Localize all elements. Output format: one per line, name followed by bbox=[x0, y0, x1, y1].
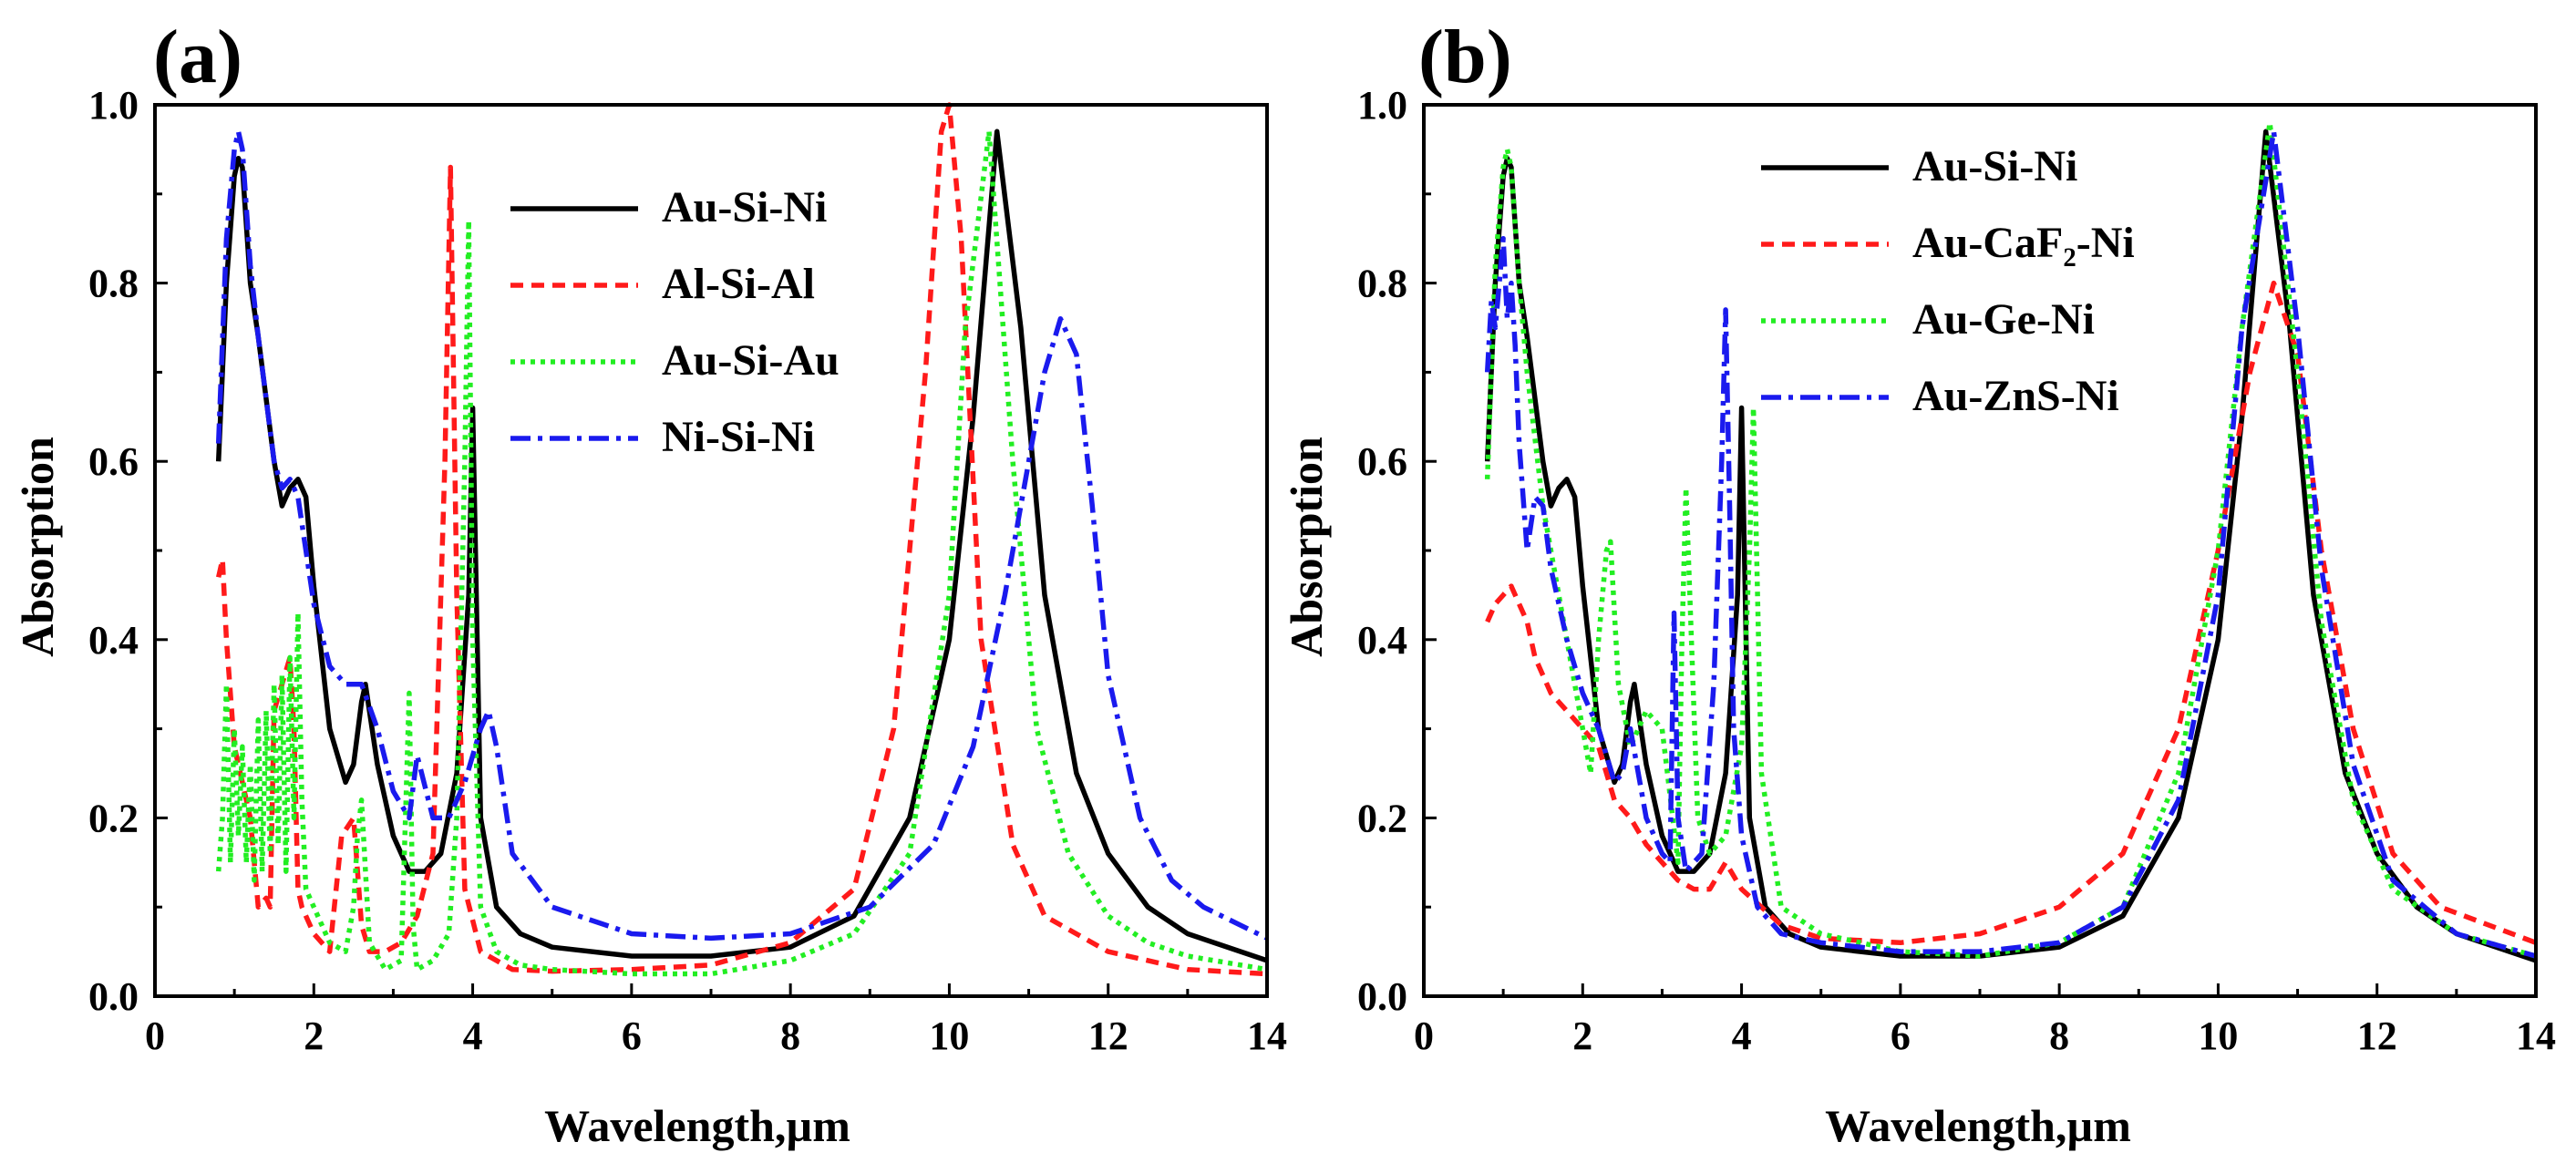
legend-label: Au-ZnS-Ni bbox=[1912, 372, 2119, 420]
x-tick-label: 8 bbox=[780, 1014, 800, 1058]
x-tick-label: 6 bbox=[1891, 1014, 1911, 1058]
x-tick-label: 14 bbox=[1247, 1014, 1287, 1058]
y-tick-label: 0.8 bbox=[88, 262, 139, 306]
y-tick-label: 0.4 bbox=[88, 618, 139, 663]
legend-label: Au-Ge-Ni bbox=[1912, 295, 2095, 344]
x-tick-label: 10 bbox=[2198, 1014, 2238, 1058]
panel-a: (a) Absorption Wavelength,µm 0 2 4 6 8 10 12 14… bbox=[12, 15, 1287, 1151]
panel-b-plot bbox=[1484, 119, 2537, 963]
y-tick-label: 0.6 bbox=[88, 439, 139, 484]
legend-label: Au-Si-Au bbox=[662, 336, 840, 385]
x-tick-label: 6 bbox=[622, 1014, 642, 1058]
panel-b-ylabel: Absorption bbox=[1281, 437, 1332, 657]
series-line-au-caf2-ni bbox=[1485, 280, 2537, 946]
y-tick-label: 1.0 bbox=[1357, 83, 1407, 128]
panel-a-frame bbox=[153, 103, 1269, 998]
x-tick-label: 2 bbox=[1572, 1014, 1592, 1058]
x-tick-label: 8 bbox=[2049, 1014, 2069, 1058]
x-tick-label: 14 bbox=[2516, 1014, 2556, 1058]
series-line-al-si-al bbox=[216, 102, 1268, 977]
y-tick-label: 0.0 bbox=[1357, 974, 1407, 1019]
panel-b: (b) Absorption Wavelength,µm 0 2 4 6 8 10 12 14… bbox=[1281, 15, 2556, 1151]
panel-b-frame bbox=[1422, 103, 2538, 998]
panel-a-label: (a) bbox=[153, 15, 242, 99]
panel-a-plot bbox=[215, 102, 1269, 977]
legend-label: Au-CaF₂-Ni bbox=[1912, 219, 2135, 267]
y-tick-label: 0.0 bbox=[88, 974, 139, 1019]
x-tick-label: 4 bbox=[1732, 1014, 1752, 1058]
panel-a-tick-labels: 0 2 4 6 8 10 12 14 0.0 0.2 0.4 0.6 0.8 1.0 bbox=[88, 83, 1287, 1058]
x-tick-label: 12 bbox=[2357, 1014, 2397, 1058]
series-line-au-si-au bbox=[215, 129, 1268, 977]
x-tick-label: 12 bbox=[1088, 1014, 1128, 1058]
panel-a-legend: Au-Si-Ni Al-Si-Al Au-Si-Au Ni-Si-Ni bbox=[510, 183, 840, 461]
panel-b-tick-labels: 0 2 4 6 8 10 12 14 0.0 0.2 0.4 0.6 0.8 1.0 bbox=[1357, 83, 2556, 1058]
y-tick-label: 0.2 bbox=[88, 796, 139, 840]
y-tick-label: 0.8 bbox=[1357, 262, 1407, 306]
x-tick-label: 0 bbox=[145, 1014, 165, 1058]
x-tick-label: 4 bbox=[463, 1014, 483, 1058]
panel-a-xlabel: Wavelength,µm bbox=[544, 1100, 850, 1151]
series-line-au-zns-ni bbox=[1484, 129, 2537, 959]
y-tick-label: 1.0 bbox=[88, 83, 139, 128]
series-line-au-si-ni bbox=[215, 129, 1268, 963]
legend-label: Ni-Si-Ni bbox=[662, 413, 815, 461]
y-tick-label: 0.6 bbox=[1357, 439, 1407, 484]
y-tick-label: 0.4 bbox=[1357, 618, 1407, 663]
legend-label: Au-Si-Ni bbox=[1912, 142, 2077, 190]
legend-label: Al-Si-Al bbox=[662, 260, 815, 308]
x-tick-label: 2 bbox=[304, 1014, 324, 1058]
panel-b-label: (b) bbox=[1418, 15, 1512, 99]
panel-b-legend: Au-Si-Ni Au-CaF₂-Ni Au-Ge-Ni Au-ZnS-Ni bbox=[1761, 142, 2135, 420]
y-tick-label: 0.2 bbox=[1357, 796, 1407, 840]
legend-label: Au-Si-Ni bbox=[662, 183, 827, 232]
x-tick-label: 10 bbox=[929, 1014, 969, 1058]
panel-b-xlabel: Wavelength,µm bbox=[1825, 1100, 2131, 1151]
panel-a-ylabel: Absorption bbox=[12, 437, 63, 657]
x-tick-label: 0 bbox=[1414, 1014, 1434, 1058]
